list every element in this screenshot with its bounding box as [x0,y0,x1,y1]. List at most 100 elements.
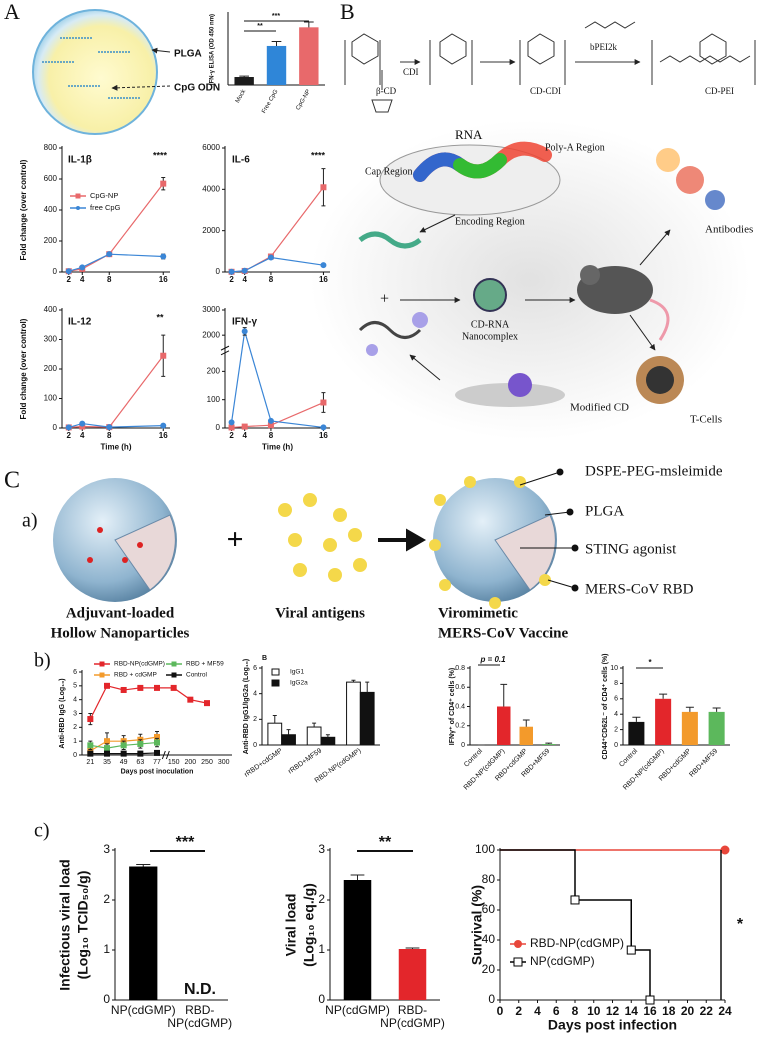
point [204,700,210,707]
x-tick-label: 200 [184,759,196,766]
annotation: **** [311,150,326,160]
point [241,267,248,274]
diagram-label: RNA [455,127,483,142]
legend-label: free CpG [90,203,121,212]
x-tick-label: 4 [242,275,247,284]
diagram-label: Viral antigens [275,605,365,621]
x-tick-label: 2 [229,275,234,284]
y-axis-label: Fold change (over control) [19,318,28,419]
y-tick-label: 200 [207,366,221,375]
y-tick-label: 0 [614,742,618,749]
x-tick-label: Control [618,747,639,768]
point [65,424,72,431]
y-tick-label: 1 [73,738,77,745]
point [160,253,167,260]
legend-label: CpG-NP [90,191,118,200]
y-tick-label: 2000 [202,226,220,235]
x-tick-label-box: RBD-NP(cdGMP) [167,1004,232,1030]
point [241,423,248,430]
y-tick-label: 2 [318,892,325,906]
chart-title: IL-6 [232,155,250,166]
diagram-label: T-Cells [690,414,722,426]
axis-break [161,750,170,760]
chart: 0 100 200 2000 3000 2 4 8 16 IFN-γ Time (h) [202,305,330,451]
error-bar [365,681,370,693]
x-tick-label: 4 [534,1004,541,1018]
x-tick-label: 35 [103,759,111,766]
point [87,742,94,749]
x-tick-label: 16 [319,275,328,284]
diagram-label: Nanocomplex [462,331,518,342]
y-tick-label: 100 [44,394,58,403]
y-tick-label: 100 [475,842,495,856]
legend-label: IgG2a [290,680,308,687]
legend-marker [75,193,81,199]
y-tick-label: 60 [482,902,496,916]
diagram-label: bPEI2k [590,42,618,52]
legend-marker [99,661,105,667]
point [241,328,248,335]
bar [299,27,319,85]
point [79,264,86,271]
point [104,738,110,745]
x-tick-label: 18 [662,1004,676,1018]
diagram-label: β-CD [376,86,397,96]
error-bar [712,707,721,712]
y-tick-label: 4 [73,697,77,704]
error-bar [500,683,508,707]
y-axis-label: Anti-RBD IgG1/IgG2a (Log₁₀) [243,659,250,755]
delivery-scheme [310,120,750,440]
point [320,399,327,406]
x-tick-label: 8 [572,1004,579,1018]
nanoparticle-illustration [32,9,171,135]
chart: Mock Free CpG CpG-NP IFN-γ ELISA (OD 450 nm… [210,12,325,115]
x-tick-label: 2 [67,431,72,440]
x-tick-label-box: RBD-NP(cdGMP) [380,1004,445,1030]
x-tick-label: 4 [80,431,85,440]
y-axis-label: IFN-γ ELISA (OD 450 nm) [210,14,216,85]
y-tick-label: 0 [253,742,257,749]
point [320,424,327,431]
legend-label: Control [186,672,208,679]
error-bar [286,729,291,735]
chart: 0 2000 4000 6000 2 4 8 16 IL-6 **** [202,143,330,284]
x-tick-label: 16 [159,431,168,440]
y-tick-label: 400 [44,305,58,314]
point [104,750,110,757]
x-tick-label: 16 [159,275,168,284]
legend-marker [171,672,177,678]
legend-marker [76,206,80,210]
y-tick-label: 200 [44,364,58,373]
y-tick-label: 8 [614,680,618,687]
point [106,251,113,258]
x-tick-label: 8 [107,275,112,284]
bar [681,711,698,745]
y-tick-label: 600 [44,174,58,183]
x-tick-label: rRBD+MF59 [287,747,323,775]
line [231,401,324,429]
error-bar [312,722,317,728]
point [160,180,167,187]
diagram-label: Modified CD [570,402,629,414]
x-tick-label: 16 [319,431,328,440]
annotation: p = 0.1 [479,655,506,664]
diagram-label: Antibodies [705,224,753,236]
error-bar [272,714,277,724]
panel-label: a) [22,510,38,532]
point [79,420,86,427]
line [500,849,651,1000]
point [120,686,127,693]
x-tick-label: 8 [269,275,274,284]
bar [359,691,375,746]
panel-label: b) [34,650,51,672]
x-tick-label: 16 [643,1004,657,1018]
x-axis-label: Time (h) [101,442,132,451]
y-tick-label: 300 [44,335,58,344]
y-axis-label: Fold change (over control) [19,159,28,260]
legend-label: NP(cdGMP) [530,954,595,968]
chart: 0 1 2 3 NP(cdGMP) RBD-NP(cdGMP) Infectious vir… [57,834,232,1030]
point [187,696,194,703]
error-bar [303,21,314,28]
